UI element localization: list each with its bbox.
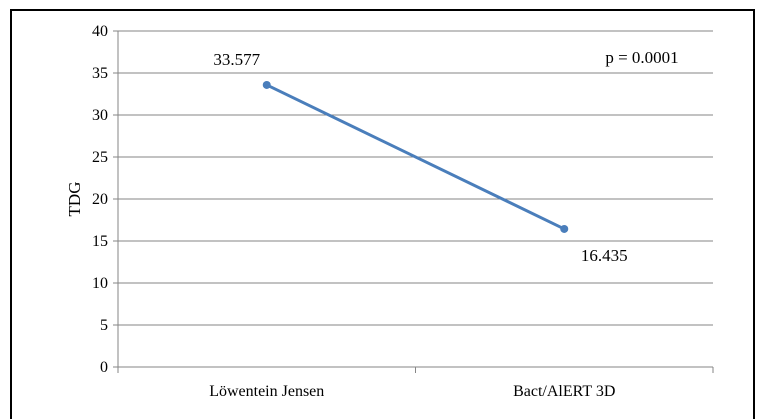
y-tick-label: 30 (92, 107, 108, 124)
chart-frame (10, 9, 755, 419)
data-label: 16.435 (581, 246, 628, 265)
x-tick-label: Löwentein Jensen (209, 383, 324, 400)
data-point (560, 224, 569, 233)
y-tick-label: 40 (92, 23, 108, 40)
y-tick-label: 35 (92, 65, 108, 82)
data-label: 33.577 (213, 50, 260, 69)
y-axis-ticks: 0 5 10 15 20 25 30 35 40 (92, 23, 118, 376)
data-point (262, 80, 271, 89)
series-line (265, 83, 566, 231)
y-tick-label: 0 (100, 359, 108, 376)
y-tick-label: 5 (100, 317, 108, 334)
y-axis-title: TDG (65, 182, 84, 217)
series-group: 33.577 16.435 (213, 50, 627, 265)
y-tick-label: 20 (92, 191, 108, 208)
y-tick-label: 10 (92, 275, 108, 292)
y-tick-label: 15 (92, 233, 108, 250)
p-value-annotation: p = 0.0001 (605, 48, 678, 67)
y-tick-label: 25 (92, 149, 108, 166)
x-tick-label: Bact/AlERT 3D (513, 383, 615, 400)
x-axis-ticks: Löwentein Jensen Bact/AlERT 3D (117, 367, 714, 400)
gridlines (118, 30, 713, 326)
